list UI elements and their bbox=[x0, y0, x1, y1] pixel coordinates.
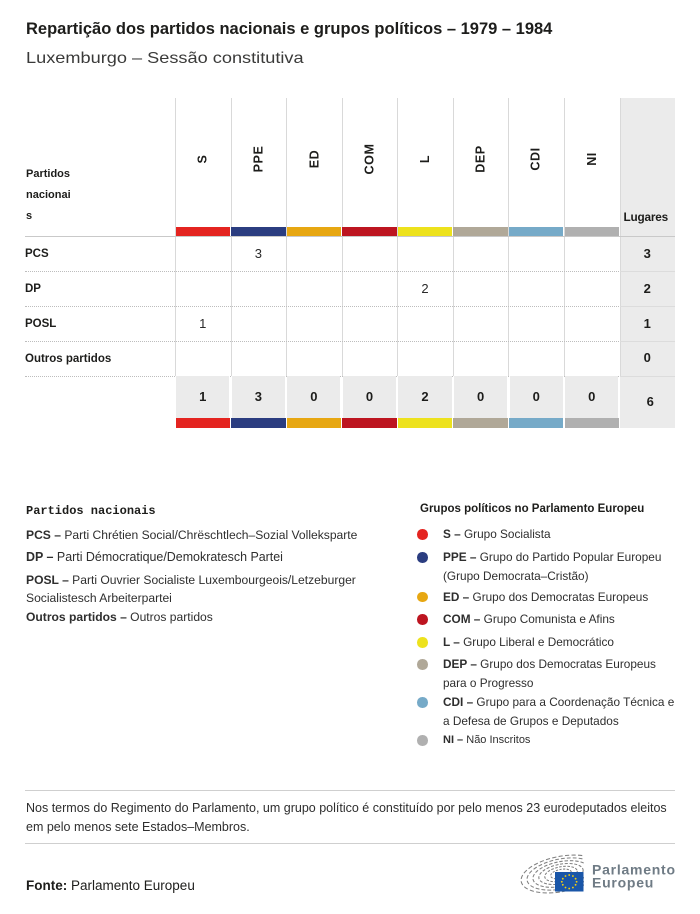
svg-text:Europeu: Europeu bbox=[592, 875, 654, 891]
svg-text:Parlamento: Parlamento bbox=[592, 862, 676, 878]
